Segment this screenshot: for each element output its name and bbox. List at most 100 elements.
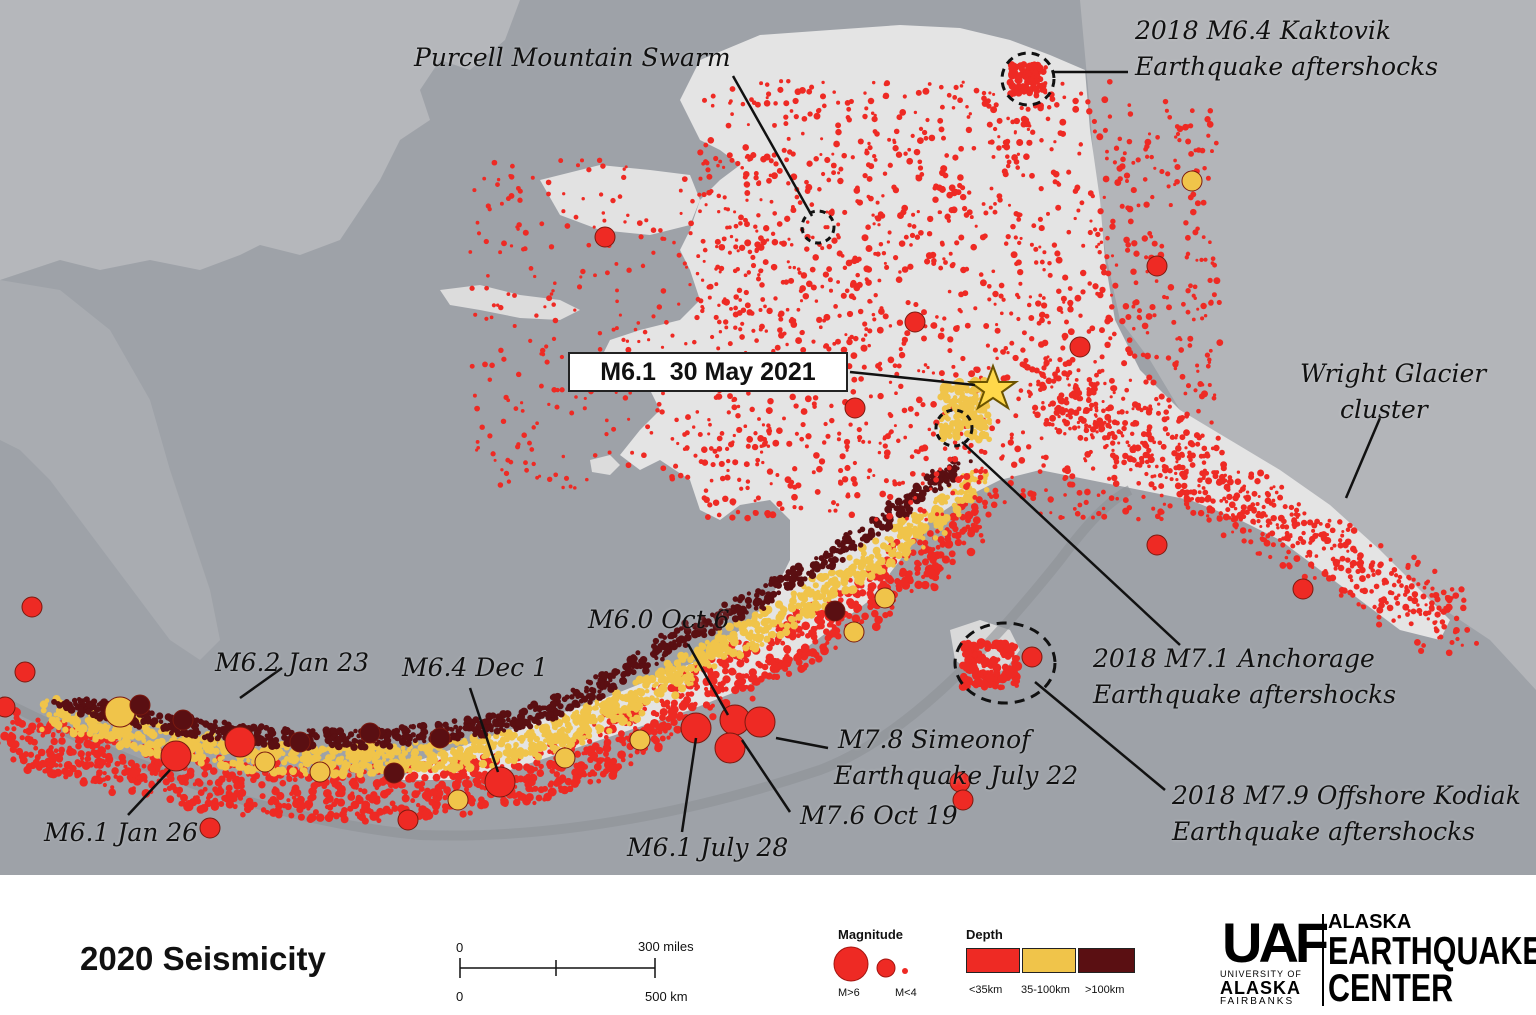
quake-shallow	[704, 690, 712, 698]
russia-landmass	[0, 0, 520, 280]
quake-intermediate	[112, 728, 121, 736]
quake-shallow	[905, 516, 909, 521]
quake-shallow	[581, 772, 588, 778]
quake-shallow	[729, 99, 733, 103]
quake-intermediate	[811, 578, 816, 583]
quake-shallow	[1125, 346, 1132, 353]
quake-shallow	[785, 307, 790, 312]
quake-shallow	[1216, 339, 1224, 346]
quake-shallow	[730, 112, 734, 116]
quake-shallow	[867, 298, 873, 304]
quake-deep	[163, 723, 172, 731]
quake-shallow	[602, 768, 610, 775]
quake-shallow	[898, 347, 903, 352]
quake-shallow	[1090, 193, 1095, 199]
quake-deep	[789, 575, 797, 584]
quake-deep	[534, 706, 540, 712]
quake-intermediate	[705, 659, 711, 666]
quake-shallow	[837, 313, 842, 318]
quake-shallow	[1038, 293, 1043, 298]
quake-shallow	[946, 465, 952, 471]
quake-intermediate	[100, 726, 107, 734]
quake-shallow	[960, 266, 967, 274]
quake-deep	[859, 526, 866, 533]
quake-shallow	[1149, 304, 1156, 311]
quake-intermediate	[807, 612, 813, 619]
quake-shallow	[297, 813, 305, 821]
quake-shallow	[775, 473, 780, 477]
quake-intermediate	[860, 550, 867, 557]
quake-intermediate	[751, 633, 757, 639]
quake-shallow	[887, 137, 892, 142]
quake-shallow	[989, 425, 995, 432]
quake-shallow	[1087, 281, 1092, 286]
quake-shallow	[589, 751, 599, 760]
quake-shallow	[921, 580, 930, 590]
quake-shallow	[729, 234, 734, 239]
quake-shallow	[1200, 302, 1207, 310]
quake-shallow	[799, 436, 805, 442]
quake-deep	[266, 734, 272, 741]
quake-intermediate	[594, 706, 599, 711]
quake-shallow	[98, 746, 107, 755]
quake-intermediate	[511, 754, 519, 762]
quake-shallow	[1035, 300, 1042, 307]
quake-shallow	[258, 781, 266, 789]
quake-shallow	[761, 663, 769, 671]
quake-shallow	[1009, 436, 1014, 440]
quake-shallow	[624, 735, 629, 740]
quake-shallow	[654, 711, 660, 718]
quake-shallow	[938, 210, 943, 214]
quake-shallow	[871, 80, 876, 85]
quake-shallow	[914, 565, 921, 572]
quake-shallow	[1195, 226, 1200, 231]
quake-shallow	[1095, 231, 1101, 238]
quake-deep	[571, 699, 580, 708]
quake-shallow	[1102, 127, 1108, 133]
quake-shallow	[946, 574, 952, 580]
quake-shallow	[868, 163, 875, 170]
quake-shallow	[867, 440, 872, 444]
quake-deep	[335, 727, 345, 736]
quake-shallow	[1060, 310, 1064, 314]
quake-shallow	[1074, 510, 1081, 517]
quake-shallow	[1195, 258, 1199, 262]
alaska-landmass	[400, 25, 1450, 780]
quake-shallow	[941, 555, 950, 564]
quake-shallow	[358, 787, 363, 793]
quake-shallow	[855, 259, 860, 263]
quake-shallow	[347, 805, 354, 812]
quake-shallow	[775, 658, 780, 663]
quake-shallow	[59, 739, 66, 745]
quake-shallow	[525, 784, 533, 793]
quake-shallow	[917, 539, 923, 546]
quake-shallow	[913, 110, 918, 115]
quake-shallow	[864, 106, 869, 111]
quake-shallow	[960, 355, 966, 362]
quake-shallow	[1085, 99, 1091, 105]
quake-shallow	[1037, 469, 1043, 474]
quake-shallow	[589, 769, 596, 775]
quake-intermediate	[737, 650, 742, 655]
quake-shallow	[740, 321, 745, 326]
quake-deep	[596, 681, 601, 687]
quake-deep	[221, 719, 228, 726]
quake-shallow	[927, 427, 932, 432]
quake-shallow	[872, 473, 876, 478]
quake-shallow	[576, 773, 582, 780]
quake-intermediate	[982, 476, 988, 482]
quake-shallow	[1210, 261, 1215, 266]
quake-intermediate	[805, 586, 812, 593]
quake-shallow	[1059, 118, 1067, 126]
quake-shallow	[1077, 502, 1083, 508]
quake-shallow	[1046, 211, 1050, 216]
quake-shallow	[18, 719, 27, 728]
quake-shallow	[773, 296, 778, 301]
quake-shallow	[214, 803, 219, 808]
quake-shallow	[1029, 336, 1035, 342]
quake-shallow	[937, 332, 945, 340]
quake-shallow	[895, 276, 903, 284]
quake-shallow	[913, 148, 921, 156]
quake-shallow	[35, 757, 40, 762]
quake-shallow	[1127, 111, 1134, 117]
